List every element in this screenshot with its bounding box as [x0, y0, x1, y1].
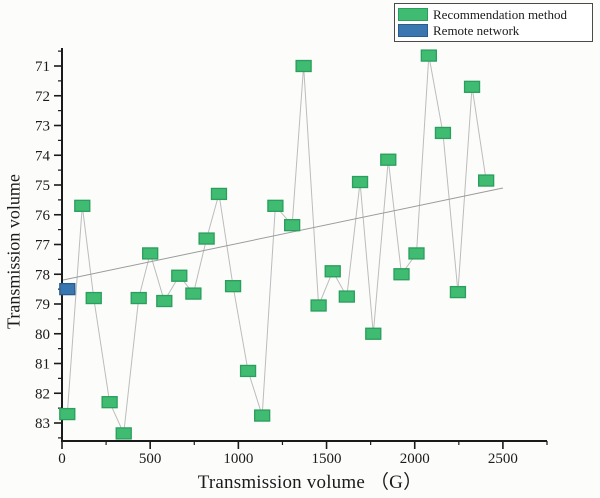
- data-point-marker: [130, 291, 147, 305]
- y-tick-label: 81: [35, 357, 50, 373]
- data-point-marker: [380, 153, 397, 166]
- data-point-marker: [198, 232, 215, 245]
- series-0-markers: [59, 49, 495, 440]
- legend-entry-recommendation: Recommendation method: [398, 7, 589, 22]
- axis-lines: [61, 48, 547, 442]
- data-point-marker: [420, 49, 437, 62]
- x-tick-label: 1500: [312, 451, 342, 467]
- data-point-marker: [171, 269, 188, 282]
- trend-line: [61, 187, 504, 281]
- legend-label-remote: Remote network: [433, 23, 520, 38]
- data-point-marker: [267, 199, 284, 212]
- x-tick-label: 2000: [400, 451, 430, 467]
- data-point-marker: [185, 287, 202, 300]
- x-axis-title: Transmission volume （G）: [197, 472, 423, 493]
- connector-lines: [66, 55, 487, 436]
- y-tick-label: 80: [35, 327, 50, 343]
- data-point-marker: [224, 279, 242, 293]
- data-point-marker: [393, 268, 410, 281]
- y-tick-label: 74: [35, 148, 51, 164]
- data-point-marker: [254, 409, 271, 422]
- series-connector-line: [66, 55, 487, 436]
- data-point-marker: [478, 174, 495, 187]
- y-tick-label: 82: [35, 386, 50, 402]
- y-axis-title: Transmission volume: [3, 174, 24, 329]
- legend-label-recommendation: Recommendation method: [433, 7, 567, 22]
- axes: [61, 48, 547, 442]
- data-point-marker: [449, 285, 467, 299]
- data-point-marker: [310, 299, 327, 312]
- data-point-marker: [74, 199, 91, 212]
- data-point-marker: [101, 396, 118, 409]
- data-point-marker: [59, 282, 76, 296]
- data-point-marker: [324, 265, 341, 278]
- data-point-marker: [210, 187, 228, 201]
- y-tick-label: 73: [35, 119, 50, 135]
- data-point-marker: [295, 59, 312, 73]
- data-point-marker: [284, 219, 301, 232]
- legend: Recommendation method Remote network: [394, 3, 593, 42]
- data-point-marker: [156, 294, 173, 308]
- data-point-marker: [408, 247, 425, 260]
- data-point-marker: [59, 407, 76, 421]
- y-tick-label: 71: [35, 59, 50, 75]
- data-point-marker: [338, 290, 355, 303]
- data-point-marker: [115, 427, 132, 440]
- data-point-marker: [365, 327, 382, 340]
- y-tick-label: 75: [35, 178, 50, 194]
- y-tick-label: 77: [35, 238, 51, 254]
- y-tick-label: 72: [35, 89, 50, 105]
- data-point-marker: [239, 364, 257, 378]
- legend-swatch-recommendation-icon: [398, 8, 428, 21]
- legend-entry-remote: Remote network: [398, 23, 589, 38]
- x-tick-label: 1000: [223, 451, 253, 467]
- x-axis: 0 500 1000 1500 2000 2500: [58, 441, 548, 467]
- y-tick-label: 78: [35, 267, 50, 283]
- y-axis: 71 72 73 74 75 76 77 78 79 80 81 82 83: [35, 50, 62, 439]
- data-point-marker: [463, 80, 481, 93]
- x-tick-label: 500: [139, 451, 162, 467]
- y-tick-label: 79: [35, 297, 50, 313]
- data-point-marker: [434, 126, 452, 140]
- series-1-markers: [59, 282, 76, 296]
- data-point-marker: [351, 175, 369, 189]
- legend-swatch-remote-icon: [398, 24, 428, 37]
- x-tick-label: 0: [58, 451, 66, 467]
- y-tick-label: 83: [35, 416, 50, 432]
- y-tick-label: 76: [35, 208, 51, 224]
- x-tick-label: 2500: [488, 451, 518, 467]
- data-point-marker: [142, 247, 159, 260]
- data-point-marker: [85, 291, 102, 305]
